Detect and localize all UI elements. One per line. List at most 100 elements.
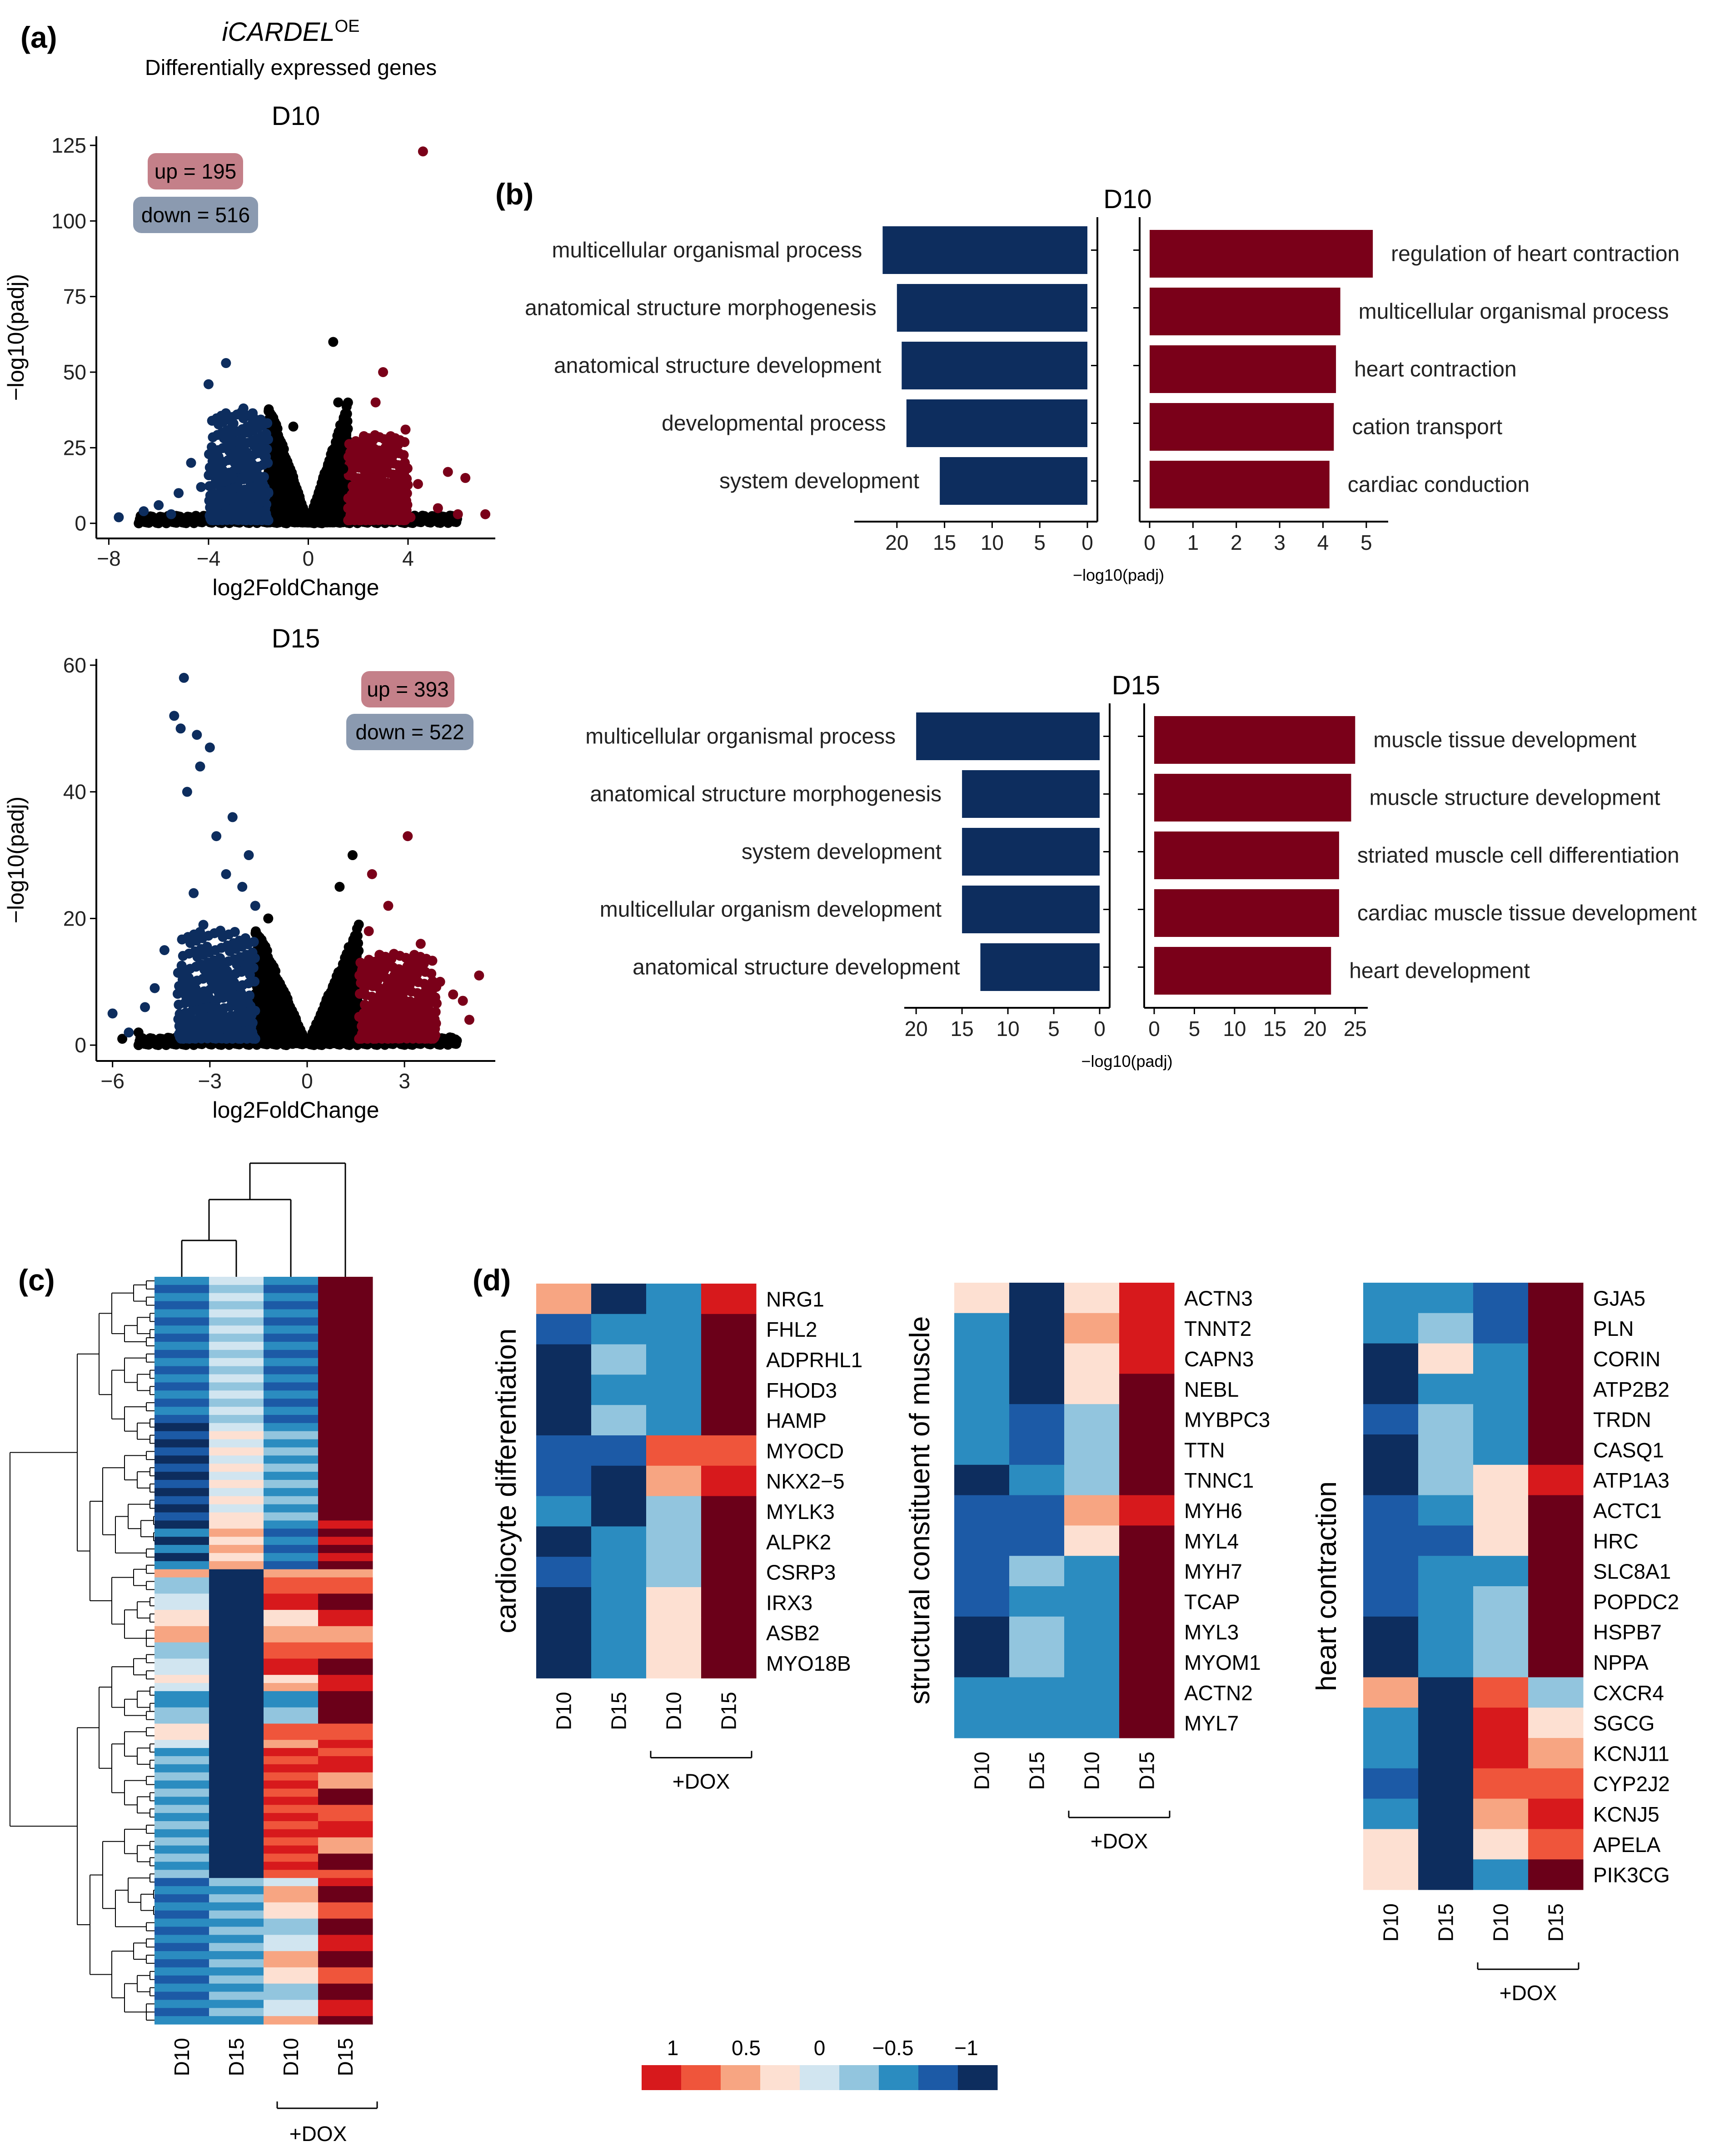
heatmap-cell [209,1334,264,1342]
point-not-significant [278,494,289,504]
x-tick-label: 0 [303,547,314,570]
heatmap-cell [264,1504,319,1513]
heatmap-cell [264,1756,319,1765]
heatmap-cell [1473,1374,1529,1404]
heatmap-cell [318,1805,373,1813]
heatmap-cell [318,1715,373,1724]
heatmap-cell [264,1626,319,1635]
panel-label-a: (a) [20,20,57,54]
heatmap-cell [264,1593,319,1602]
heatmap-cell [154,1805,209,1813]
heatmap-cell [1473,1464,1529,1496]
point-not-significant [343,397,353,408]
gene-label: CXCR4 [1593,1681,1664,1705]
heatmap-cell [154,1788,209,1797]
gene-label: HRC [1593,1529,1639,1553]
heatmap-cell [154,1374,209,1383]
heatmap-cell [209,1935,264,1943]
heatmap-cell [1473,1798,1529,1829]
heatmap-cell [318,1577,373,1586]
heatmap-cell [1528,1343,1584,1374]
point-up [448,989,458,1000]
point-down-cluster [258,478,268,489]
heatmap-cell [536,1314,592,1345]
point-not-significant [293,491,304,501]
gene-label: PLN [1593,1317,1634,1340]
heatmap-clustered: D10 D15 D10 D15 +DOX [10,1162,378,2146]
heatmap-cell [154,1821,209,1830]
gene-label: CSRP3 [766,1561,836,1584]
gene-label: MYBPC3 [1184,1408,1270,1432]
gene-label: FHL2 [766,1318,817,1341]
down-x-tick-label: 10 [996,1017,1019,1041]
heatmap-cell [646,1465,702,1497]
heatmap-cell [154,2008,209,2017]
column-label: D10 [1489,1903,1513,1942]
heatmap-cell [318,1910,373,1919]
heatmap-cell [154,1748,209,1757]
heatmap-cell [264,1821,319,1830]
heatmap-cell [318,1667,373,1675]
down-x-tick-label: 20 [905,1017,928,1041]
point-not-significant [334,996,345,1007]
heatmap-cell [318,1512,373,1521]
heatmap-cell [1418,1586,1474,1617]
point-not-significant [341,430,352,440]
point-up-cluster [412,1021,422,1032]
heatmap-cell [1528,1829,1584,1860]
heatmap-cell [264,1862,319,1870]
heatmap-cell [209,1593,264,1602]
heatmap-cell [154,1675,209,1683]
heatmap-cell [264,1691,319,1700]
panel-label-b: (b) [495,177,533,211]
heatmap-cell [154,1504,209,1513]
gene-label: TCAP [1184,1590,1240,1613]
heatmap-cell [154,1691,209,1700]
point-not-significant [347,850,358,861]
heatmap-cell [1363,1283,1419,1314]
heatmap-cell [209,1845,264,1854]
heatmap-cell [646,1648,702,1678]
go-term-up: heart development [1349,959,1530,983]
heatmap-cell [209,1325,264,1334]
heatmap-cell [1363,1738,1419,1769]
gene-label: NPPA [1593,1651,1649,1674]
point-down [263,488,274,498]
up-label-box [148,153,243,189]
heatmap-cell [318,1894,373,1903]
point-up [367,1015,377,1025]
heatmap-cell [646,1374,702,1405]
heatmap-cell [264,1634,319,1643]
heatmap-cell [1363,1829,1419,1860]
point-down [139,506,149,517]
point-up [400,424,411,435]
heatmap-cell [209,1414,264,1424]
point-up [353,458,364,468]
x-tick-label: −4 [197,547,220,570]
column-label: D15 [1135,1752,1159,1790]
heatmap-cell [1528,1616,1584,1648]
legend-swatch [760,2065,800,2090]
heatmap-cell [318,1472,373,1480]
point-up-cluster [354,1011,364,1022]
legend-tick-label: 0 [814,2036,826,2060]
heatmap-cell [264,1927,319,1935]
heatmap-cell [154,1610,209,1618]
heatmap-cell [1528,1374,1584,1404]
heatmap-cell [264,1301,319,1310]
heatmap-cell [318,1390,373,1399]
heatmap-cell [318,1537,373,1545]
point-up-cluster [368,998,379,1008]
heatmap-cell [1418,1464,1474,1496]
heatmap-cell [209,1992,264,2000]
point-up-cluster [371,1033,381,1044]
point-up [365,473,376,483]
point-up [385,488,396,498]
heatmap-cell [209,1301,264,1310]
go-bar-down [980,943,1100,991]
heatmap-cell [154,2016,209,2025]
point-down-cluster [244,497,254,508]
heatmap-cell [646,1617,702,1648]
heatmap-cell [209,1561,264,1570]
point-down [206,503,216,513]
